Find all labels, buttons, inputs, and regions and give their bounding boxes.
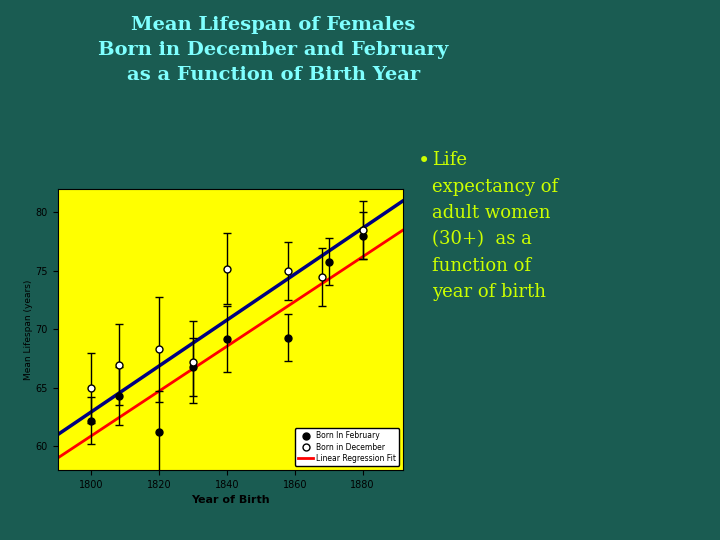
Text: Life
expectancy of
adult women
(30+)  as a
function of
year of birth: Life expectancy of adult women (30+) as … [432, 151, 558, 301]
Text: Mean Lifespan of Females
Born in December and February
as a Function of Birth Ye: Mean Lifespan of Females Born in Decembe… [99, 16, 449, 84]
Text: •: • [418, 151, 430, 171]
Legend: Born In February, Born in December, Linear Regression Fit: Born In February, Born in December, Line… [295, 428, 400, 466]
X-axis label: Year of Birth: Year of Birth [191, 495, 270, 505]
Y-axis label: Mean Lifespan (years): Mean Lifespan (years) [24, 279, 32, 380]
